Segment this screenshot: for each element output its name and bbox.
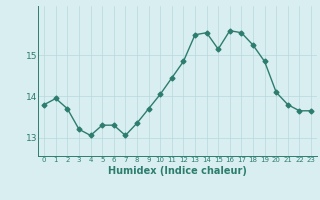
- X-axis label: Humidex (Indice chaleur): Humidex (Indice chaleur): [108, 166, 247, 176]
